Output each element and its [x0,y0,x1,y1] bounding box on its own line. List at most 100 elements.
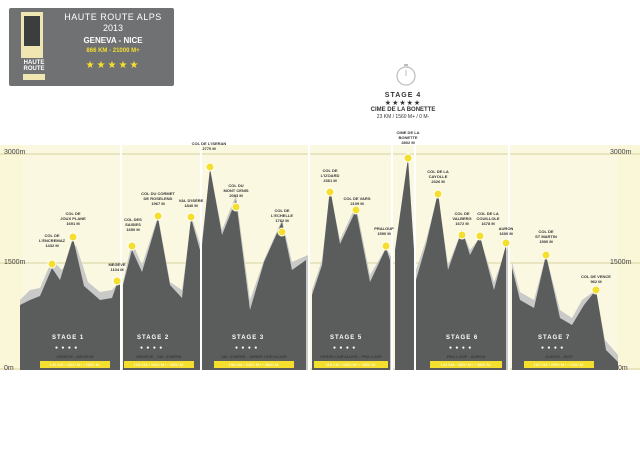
pass-name-joux-plane: COL DE JOUX PLANE [60,211,86,221]
event-stars: ★★★★★ [85,60,141,71]
logo-text: HAUTE ROUTE [23,60,45,72]
stage-info-bars [40,361,594,368]
pass-name-bonette: CIME DE LA BONETTE [396,130,420,140]
summit-marker-joux-plane [68,232,78,242]
event-stats: 866 KM - 21000 M+ [53,48,173,54]
pass-label-val-disere: VAL D'ISÈRE 1840 M [176,198,206,208]
pass-name-roselend: COL DU CORMET DE ROSELEND [141,191,175,201]
event-year: 2013 [102,23,124,33]
stage-7-stats: 162 KM / 2900 M+ / 4100 M- [533,362,585,367]
event-km: 866 KM [86,48,108,54]
stage-2-profile [123,218,200,370]
stage-2-stars: ● ● ● ● [140,345,164,351]
summit-marker-mont-cenis [231,202,241,212]
summit-marker-auron [501,238,511,248]
pass-name-vence: COL DE VENCE [581,274,611,279]
summit-marker-encremaz [47,259,57,269]
haute-route-logo [21,12,43,58]
pass-name-megeve: MEGÈVE [108,262,126,267]
stage-2-stats-bar [124,361,194,368]
pass-name-praloup: PRALOUP [374,226,394,231]
stage-5-stars: ● ● ● ● [333,345,357,351]
pass-name-auron: AURON [498,226,514,231]
pass-alt-cayolle: 2326 M [431,179,445,184]
stage-3-stats-bar [214,361,294,368]
stage-7-stats-bar [524,361,594,368]
stage-6-stats: 142 KM / 3800 M+ / 3800 M- [440,362,492,367]
stage-3-stars: ● ● ● ● [235,345,259,351]
pass-label-cayolle: COL DE LA CAYOLLE 2326 M [420,169,456,184]
stage-7-name: AURON - NICE [545,354,573,359]
stage-3-stats: 156 KM / 3400 M+ / 3800 M- [228,362,280,367]
pass-alt-izoard: 2361 M [323,178,337,183]
pass-alt-couillole: 1678 M [481,221,495,226]
pass-alt-vence: 962 M [590,279,602,284]
stage-1-stats-bar [40,361,110,368]
pass-label-joux-plane: COL DE JOUX PLANE 1691 M [56,211,90,226]
stage-1-title: STAGE 1 [52,335,85,341]
pass-alt-auron: 1600 M [499,231,513,236]
pass-name-iseran: COL DE L'ISERAN [191,141,227,146]
summit-marker-roselend [153,211,163,221]
y-axis-label-1500-right: 1500m [610,259,632,266]
stage-5-title: STAGE 5 [330,335,363,341]
summit-marker-saisies [127,241,137,251]
stage-1-profile [20,238,120,370]
pass-label-valberg: COL DE VALBERG 1672 M [446,211,478,226]
event-header: HAUTE ROUTE HAUTE ROUTE ALPS 2013 GENEVA… [9,8,174,86]
pass-label-megeve: MEGÈVE 1104 M [100,262,134,272]
pass-label-vence: COL DE VENCE 962 M [576,274,616,284]
stage-3-title: STAGE 3 [232,335,265,341]
summit-marker-vence [591,285,601,295]
stage-2-stats: 108 KM / 3400 M+ / 2600 M- [133,362,185,367]
stage-6-stars: ● ● ● ● [449,345,473,351]
pass-alt-saisies: 1650 M [126,227,140,232]
summit-marker-praloup [381,241,391,251]
pass-label-couillole: COL DE LA COUILLOLE 1678 M [470,211,506,226]
pass-label-vars: COL DE VARS 2109 M [340,196,374,206]
pass-alt-st-martin: 1500 M [539,239,553,244]
pass-alt-roselend: 1967 M [151,201,165,206]
stage-7-title: STAGE 7 [538,335,571,341]
stage-1-stats: 140 KM / 3300 M+ / 2600 M- [49,362,101,367]
stage-7-stars: ● ● ● ● [541,345,565,351]
stage-1-name: GENÈVE - MEGÈVE [56,354,94,359]
pass-alt-vars: 2109 M [350,201,364,206]
pass-label-mont-cenis: COL DU MONT CENIS 2083 M [218,183,254,198]
summit-marker-valberg [457,230,467,240]
stage-5-name: SERRE CHEVALIER - PRA LOUP [320,354,382,359]
pass-name-val-disere: VAL D'ISÈRE [178,198,204,203]
pass-alt-mont-cenis: 2083 M [229,193,243,198]
y-axis-label-3000-left: 3000m [4,149,26,156]
pass-label-iseran: COL DE L'ISERAN 2770 M [186,141,232,151]
summit-marker-echelle [277,227,287,237]
summit-marker-bonette [403,153,413,163]
stage-5-stats-bar [314,361,388,368]
pass-name-echelle: COL DE L'ECHELLE [270,208,294,218]
stage-5-profile [312,188,390,370]
summit-marker-iseran [205,162,215,172]
pass-name-couillole: COL DE LA COUILLOLE [476,211,500,221]
stage-3-name: VAL D'ISÈRE - SERRE CHEVALIER [221,354,287,359]
summit-marker-vars [351,205,361,215]
pass-name-vars: COL DE VARS [343,196,371,201]
pass-name-mont-cenis: COL DU MONT CENIS [223,183,249,193]
pass-name-izoard: COL DE L'IZOARD [320,168,340,178]
highlight-stage-title: STAGE 4 [384,92,422,99]
highlight-stage-name: CIME DE LA BONETTE [370,107,436,113]
event-stats-sep: - [107,48,113,54]
logo-graphic [24,16,40,46]
pass-name-valberg: COL DE VALBERG [452,211,472,221]
pass-alt-bonette: 2802 M [401,140,415,145]
pass-label-st-martin: COL DE ST MARTIN 1500 M [530,229,562,244]
stage-6-name: PRA LOUP - AURON [446,354,486,359]
pass-alt-valberg: 1672 M [455,221,469,226]
event-title: HAUTE ROUTE ALPS [64,12,162,22]
logo-strip [23,74,45,80]
pass-alt-echelle: 1762 M [275,218,289,223]
pass-name-st-martin: COL DE ST MARTIN [535,229,557,239]
pass-name-cayolle: COL DE LA CAYOLLE [427,169,449,179]
pass-alt-encremaz: 1432 M [45,243,59,248]
highlight-stage-card: STAGE 4 ★★★★★ CIME DE LA BONETTE 23 KM /… [360,92,446,120]
